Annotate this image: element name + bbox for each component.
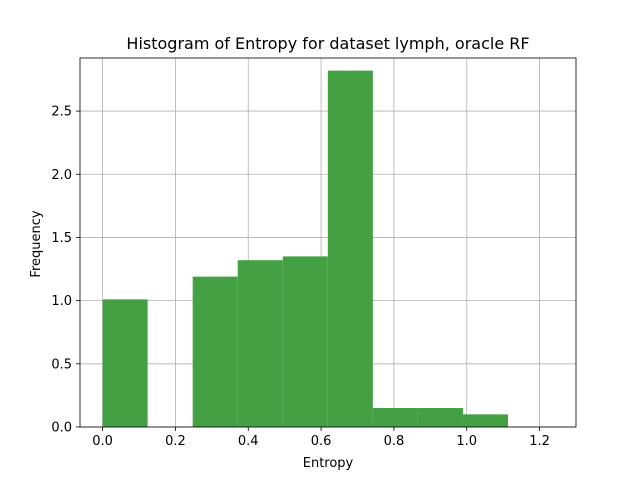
x-tick-label-5: 1.0 xyxy=(456,434,477,449)
x-axis-label: Entropy xyxy=(303,456,354,471)
plot-frame xyxy=(79,57,577,428)
y-tick-label-4: 2.0 xyxy=(51,168,72,183)
y-tick-label-5: 2.5 xyxy=(51,105,72,120)
histogram-bar-4 xyxy=(282,256,328,427)
y-tick-label-3: 1.5 xyxy=(51,231,72,246)
bars-layer xyxy=(102,70,509,427)
y-tick-label-2: 1.0 xyxy=(51,294,72,309)
histogram-bar-3 xyxy=(237,260,283,427)
x-tick-label-4: 0.8 xyxy=(384,434,405,449)
y-tick-label-1: 0.5 xyxy=(51,357,72,372)
x-tick-label-1: 0.2 xyxy=(165,434,186,449)
x-tick-label-0: 0.0 xyxy=(92,434,113,449)
x-tick-label-6: 1.2 xyxy=(529,434,550,449)
histogram-bar-0 xyxy=(102,299,148,427)
histogram-bar-6 xyxy=(372,408,418,427)
y-tick-label-0: 0.0 xyxy=(51,421,72,436)
histogram-bar-5 xyxy=(327,70,373,427)
x-tick-label-3: 0.6 xyxy=(311,434,332,449)
histogram-bar-8 xyxy=(462,414,509,427)
chart-title: Histogram of Entropy for dataset lymph, … xyxy=(126,34,529,53)
y-axis-label: Frequency xyxy=(29,210,44,277)
axes-layer: 0.0 0.2 0.4 0.6 0.8 1.0 1.2 0.0 0.5 1.0 1.5 2.0 2.5 xyxy=(51,57,577,449)
x-tick-label-2: 0.4 xyxy=(238,434,259,449)
histogram-bar-7 xyxy=(417,408,463,427)
histogram-bar-2 xyxy=(192,276,238,427)
